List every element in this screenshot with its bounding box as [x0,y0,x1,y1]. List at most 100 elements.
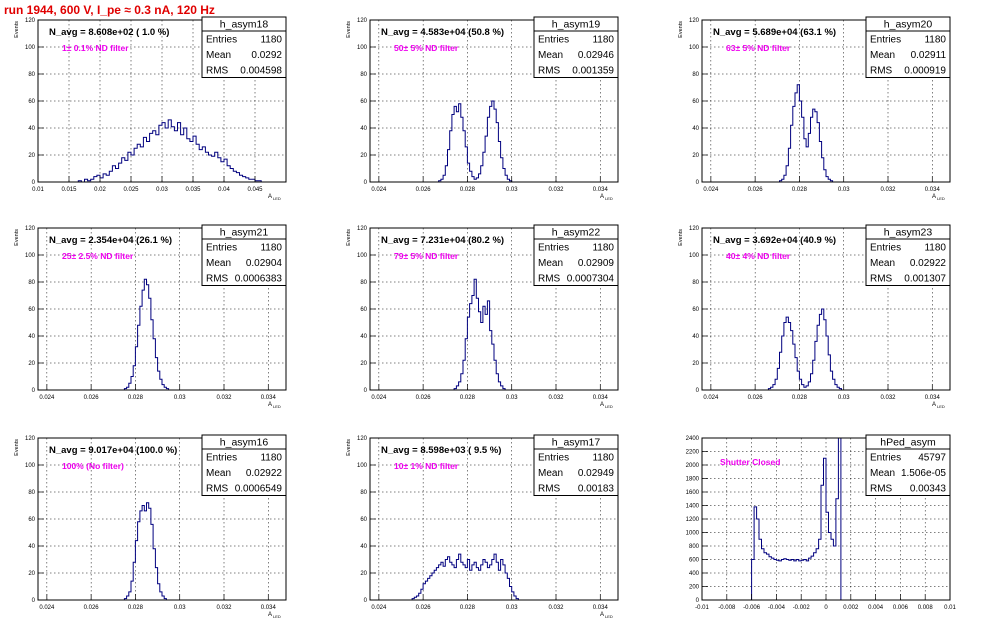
y-tick-label: 80 [360,280,367,286]
x-axis-title: ALED [932,402,945,409]
filter-annotation: 25± 2.5% ND filter [62,251,134,261]
y-tick-label: 2400 [686,436,700,442]
stats-key: Entries [538,35,569,46]
y-tick-label: 40 [360,334,367,340]
y-tick-label: 20 [692,153,699,159]
panel-h_asym18: 0 20 40 60 80 100 120 0.01 0.015 0.02 0.025 0.03 0.0… [14,16,287,201]
x-tick-label: 0.034 [261,605,277,611]
histogram-line [409,553,521,601]
y-tick-label: 120 [25,226,36,232]
x-tick-label: -0.004 [768,605,786,611]
x-tick-label: 0.006 [893,605,909,611]
y-tick-label: 1200 [686,517,700,523]
y-tick-label: 80 [692,280,699,286]
panel-h_asym23: 0 20 40 60 80 100 120 0.024 0.026 0.028 0.03 0.032 0… [678,224,951,409]
y-tick-label: 100 [25,463,36,469]
y-tick-label: 40 [28,334,35,340]
stats-title: h_asym19 [552,19,601,31]
y-tick-label: 100 [357,463,368,469]
y-tick-label: 80 [28,280,35,286]
stats-value: 0.000919 [904,66,946,77]
x-tick-label: 0.024 [371,395,387,401]
x-tick-label: 0.045 [247,187,263,193]
stats-value: 1180 [260,35,282,46]
x-tick-label: 0.04 [218,187,230,193]
stats-value: 1180 [924,243,946,254]
stats-value: 0.02949 [578,468,615,479]
stats-key: Entries [870,35,901,46]
stats-key: Entries [206,243,237,254]
x-tick-label: 0.008 [918,605,934,611]
y-tick-label: 100 [25,253,36,259]
x-tick-label: 0.025 [123,187,139,193]
x-tick-label: 0.004 [868,605,884,611]
x-tick-label: -0.002 [793,605,811,611]
y-tick-label: 120 [689,226,700,232]
x-tick-label: 0.024 [703,187,719,193]
x-tick-label: 0.03 [506,395,518,401]
histogram-line [122,278,171,391]
panel-h_asym16: 0 20 40 60 80 100 120 0.024 0.026 0.028 0.03 0.032 0… [14,434,287,619]
stats-title: h_asym23 [884,227,933,239]
x-tick-label: 0.034 [925,187,941,193]
y-tick-label: 0 [364,388,368,394]
x-tick-label: 0.015 [61,187,77,193]
y-tick-label: 80 [360,72,367,78]
stats-value: 0.02922 [246,468,283,479]
y-tick-label: 2000 [686,463,700,469]
page-title: run 1944, 600 V, I_pe ≈ 0.3 nA, 120 Hz [4,3,215,17]
histogram-line [122,502,169,601]
stats-key: RMS [538,66,561,77]
filter-annotation: 100% (No filter) [62,461,124,471]
histogram-line [50,119,268,183]
panel-h_asym19: 0 20 40 60 80 100 120 0.024 0.026 0.028 0.03 0.032 0… [346,16,619,201]
stats-key: Entries [206,453,237,464]
x-tick-label: 0.02 [94,187,106,193]
y-tick-label: 60 [692,307,699,313]
y-axis-title: Events [14,229,20,246]
y-tick-label: 0 [364,598,368,604]
y-tick-label: 120 [357,226,368,232]
x-tick-label: 0.035 [185,187,201,193]
stats-key: Mean [538,468,563,479]
x-tick-label: 0.034 [925,395,941,401]
y-tick-label: 60 [360,99,367,105]
stats-value: 0.02909 [578,258,615,269]
stats-title: h_asym22 [552,227,601,239]
stats-key: Mean [870,50,895,61]
stats-box [533,224,619,286]
filter-annotation: 40± 4% ND filter [726,251,791,261]
stats-key: Mean [870,468,895,479]
stats-title: h_asym21 [220,227,269,239]
stats-value: 1180 [592,243,614,254]
n-avg-label: N_avg = 9.017e+04 (100.0 %) [49,445,177,456]
y-tick-label: 1000 [686,531,700,537]
x-tick-label: 0.03 [838,187,850,193]
stats-value: 0.02946 [578,50,615,61]
filter-annotation: 63± 5% ND filter [726,43,791,53]
histogram-line [766,308,844,391]
y-tick-label: 60 [28,307,35,313]
filter-annotation: 10± 1% ND filter [394,461,459,471]
y-tick-label: 1400 [686,504,700,510]
x-tick-label: 0.024 [39,605,55,611]
x-tick-label: 0.026 [416,605,432,611]
x-tick-label: 0.028 [128,395,144,401]
stats-value: 0.001359 [572,66,614,77]
stats-box [865,434,951,496]
x-tick-label: 0.034 [593,605,609,611]
y-tick-label: 100 [689,253,700,259]
y-tick-label: 80 [692,72,699,78]
stats-box [201,16,287,78]
y-tick-label: 100 [357,45,368,51]
y-axis-title: Events [346,439,352,456]
y-tick-label: 0 [696,388,700,394]
stats-value: 1180 [260,243,282,254]
stats-key: Mean [870,258,895,269]
n-avg-label: N_avg = 3.692e+04 (40.9 %) [713,235,836,246]
y-tick-label: 100 [689,45,700,51]
y-tick-label: 1600 [686,490,700,496]
panel-hPed_asym: 0 200 400 600 800 1000 1200 1400 1600 1800 2000 220… [686,434,956,611]
y-tick-label: 0 [696,598,700,604]
filter-annotation: 50± 5% ND filter [394,43,459,53]
